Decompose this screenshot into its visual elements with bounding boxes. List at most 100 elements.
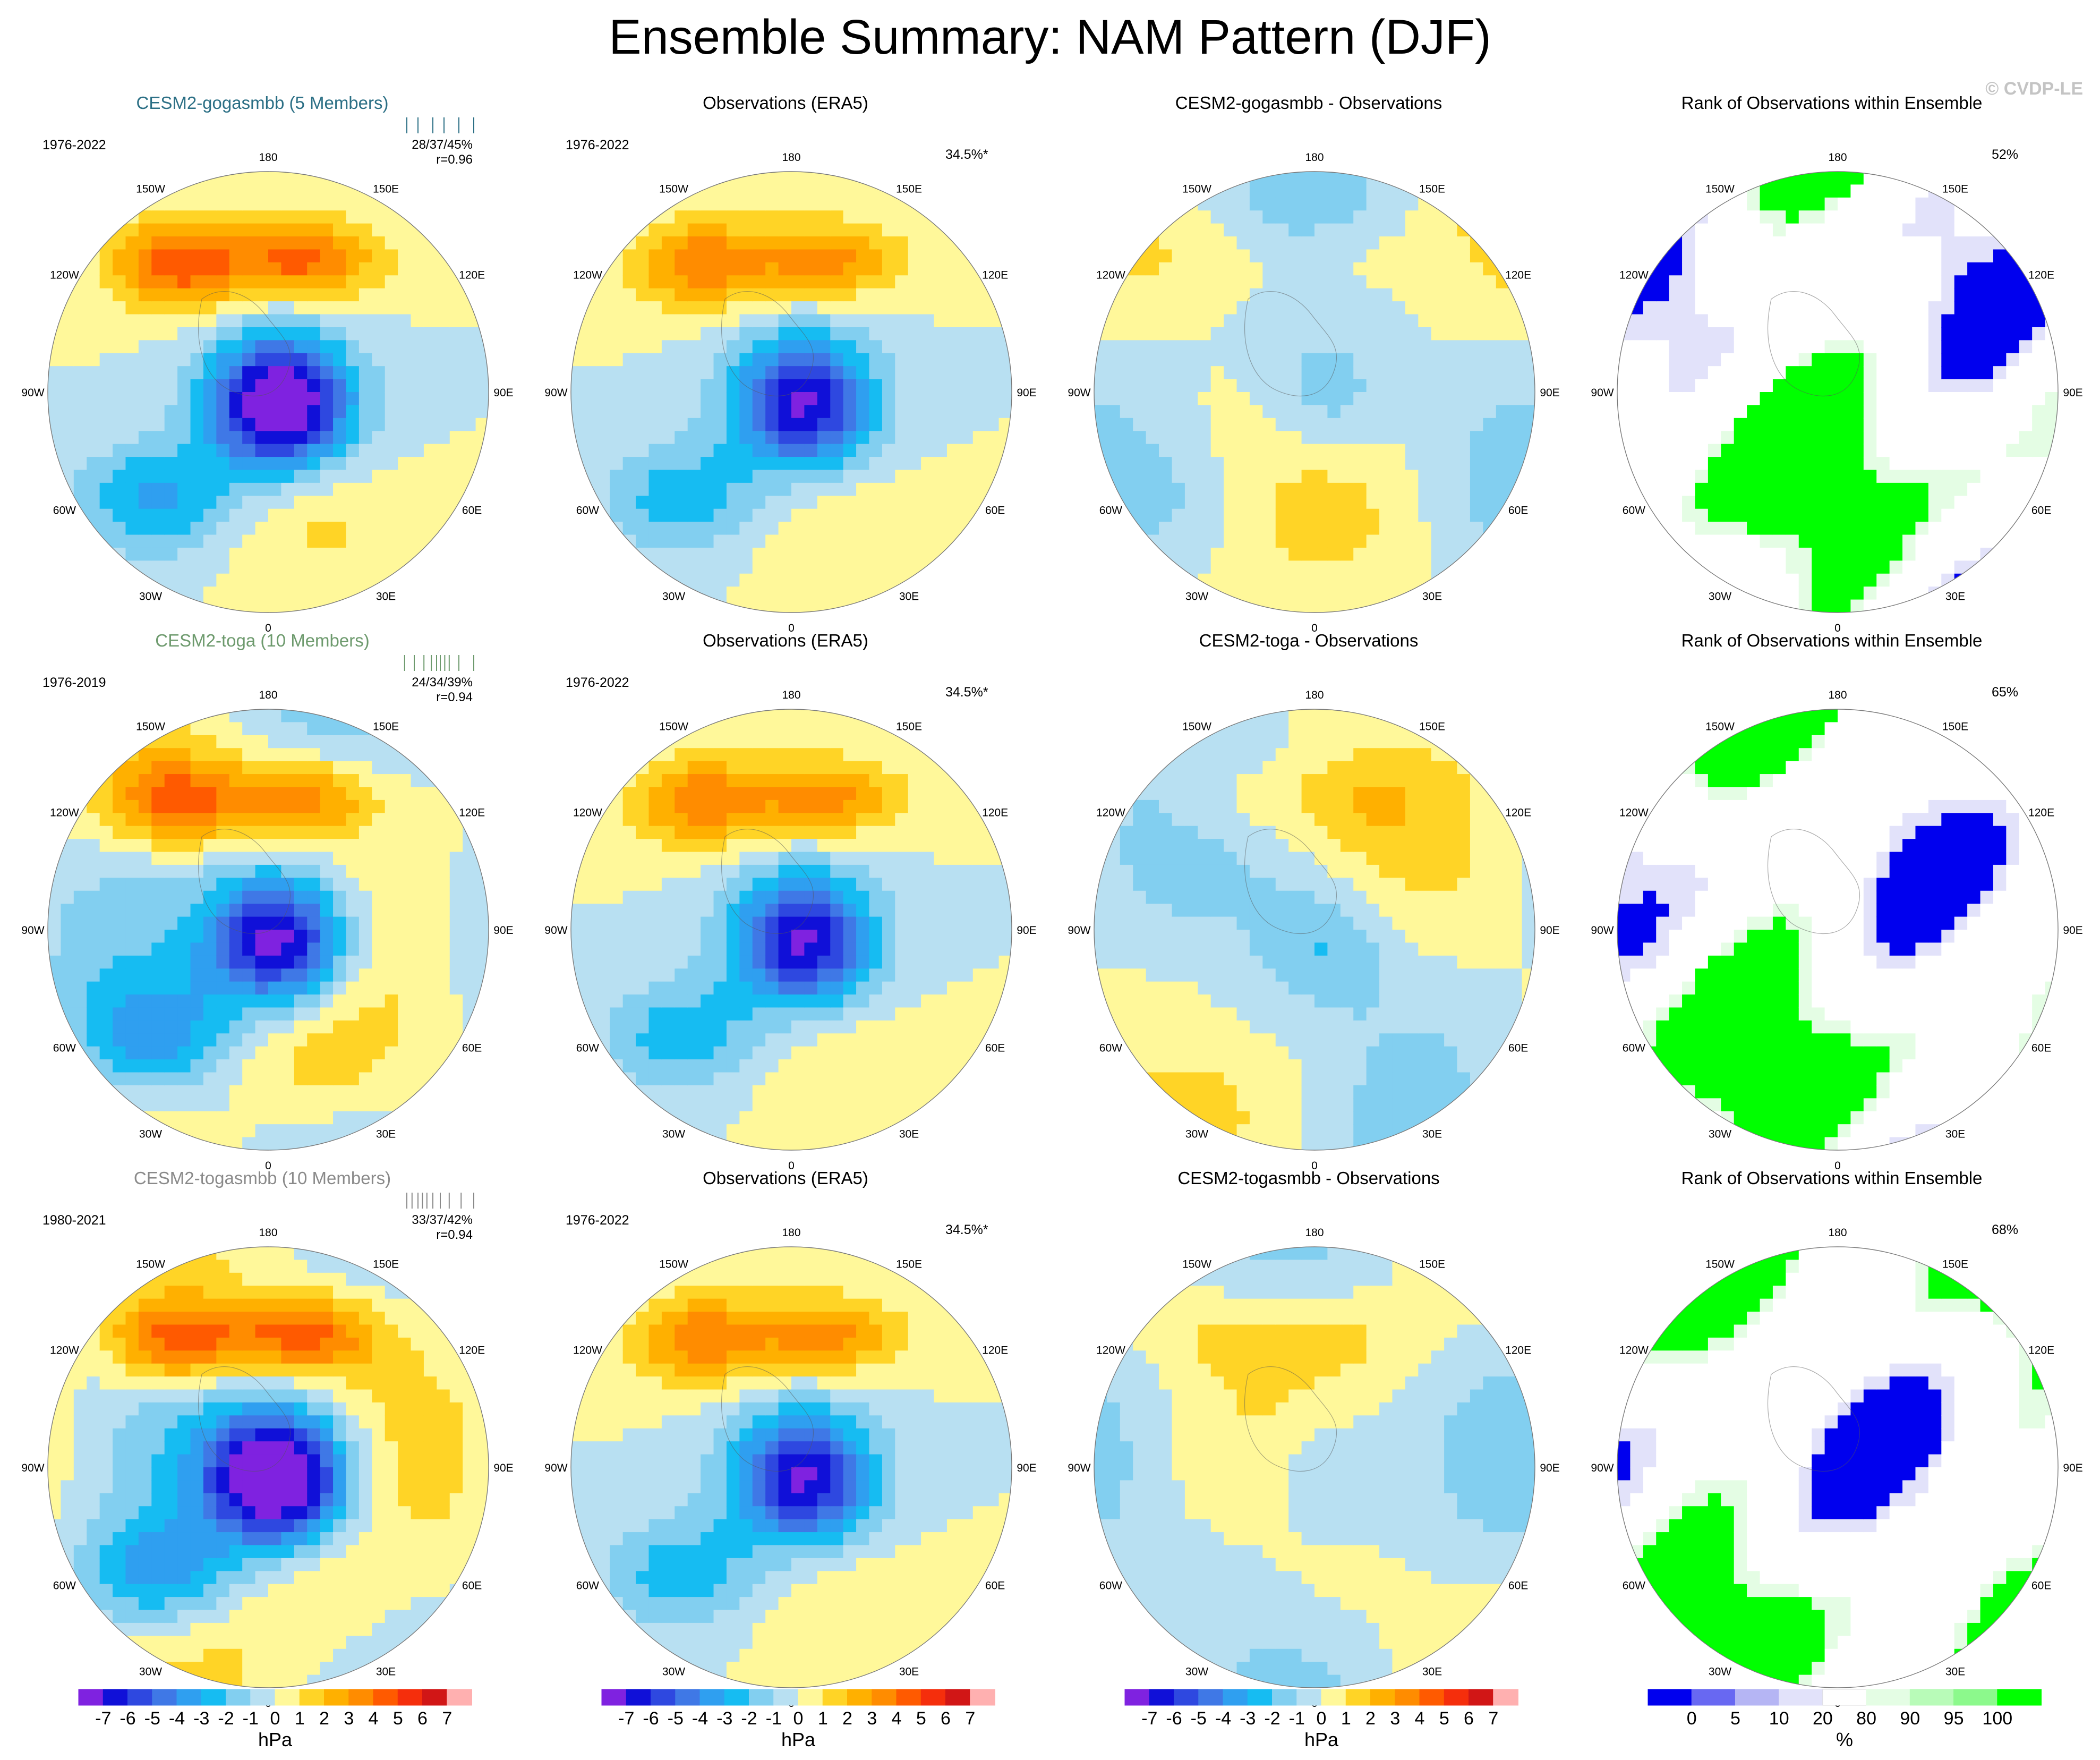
map-cell <box>1721 534 1735 548</box>
map-cell <box>765 418 779 431</box>
map-cell <box>1522 431 1535 445</box>
map-cell <box>48 994 62 1008</box>
map-cell <box>1236 353 1250 367</box>
map-cell <box>1224 197 1237 211</box>
map-cell <box>1249 327 1263 341</box>
map-cell <box>882 534 895 548</box>
map-cell <box>1288 249 1302 263</box>
map-cell <box>1876 586 1890 600</box>
map-cell <box>1366 314 1380 328</box>
map-cell <box>346 534 360 548</box>
map-cell <box>320 508 334 522</box>
map-cell <box>449 573 463 587</box>
map-cell <box>1669 314 1683 328</box>
map-cell <box>1249 522 1263 535</box>
map-cell <box>921 327 935 341</box>
map-cell <box>1902 210 1916 224</box>
map-cell <box>1224 418 1237 431</box>
map-cell <box>1470 470 1483 483</box>
map-cell <box>398 327 412 341</box>
map-cell <box>1993 327 2007 341</box>
map-cell <box>856 314 870 328</box>
map-cell <box>463 314 476 328</box>
map-cell <box>281 418 295 431</box>
map-cell <box>1353 262 1367 276</box>
map-cell <box>1249 470 1263 483</box>
map-cell <box>1483 366 1497 380</box>
map-cell <box>778 586 792 600</box>
map-cell <box>1941 327 1955 341</box>
map-cell <box>307 482 321 496</box>
map-cell <box>1812 586 1825 600</box>
map-cell <box>99 223 113 237</box>
map-cell <box>843 197 857 211</box>
lon-label: 30W <box>662 591 685 603</box>
map-cell <box>61 599 74 613</box>
map-cell <box>164 586 178 600</box>
map-cell <box>921 197 935 211</box>
map-cell <box>1275 249 1289 263</box>
map-cell <box>946 366 960 380</box>
map-cell <box>1630 405 1644 419</box>
map-cell <box>73 301 87 315</box>
map-cell <box>255 327 269 341</box>
map-cell <box>449 457 463 471</box>
map-cell <box>320 366 334 380</box>
map-cell <box>1876 249 1890 263</box>
map-cell <box>2019 457 2033 471</box>
map-cell <box>61 1072 74 1086</box>
map-cell <box>1682 184 1696 198</box>
map-cell <box>1941 418 1955 431</box>
map-cell <box>1786 482 1799 496</box>
map-cell <box>1669 288 1683 302</box>
map-cell <box>610 573 624 587</box>
map-cell <box>229 314 243 328</box>
map-cell <box>804 586 818 600</box>
map-cell <box>661 327 675 341</box>
map-cell <box>584 379 597 393</box>
map-cell <box>701 210 714 224</box>
map-cell <box>151 366 165 380</box>
map-cell <box>281 223 295 237</box>
map-cell <box>1643 223 1657 237</box>
map-cell <box>320 431 334 445</box>
map-cell <box>1314 223 1328 237</box>
map-cell <box>1444 444 1458 457</box>
map-cell <box>986 457 1000 471</box>
map-cell <box>99 496 113 509</box>
map-cell <box>804 314 818 328</box>
map-cell <box>830 405 844 419</box>
map-cell <box>229 573 243 587</box>
map-cell <box>1444 184 1458 198</box>
map-cell <box>1159 560 1173 574</box>
map-cell <box>2006 249 2020 263</box>
map-cell <box>177 314 191 328</box>
map-cell <box>998 431 1012 445</box>
map-cell <box>73 547 87 561</box>
map-cell <box>1496 236 1509 250</box>
map-cell <box>398 508 412 522</box>
map-cell <box>229 496 243 509</box>
map-cell <box>856 262 870 276</box>
map-cell <box>1695 340 1709 354</box>
map-cell <box>1669 379 1683 393</box>
map-cell <box>778 197 792 211</box>
map-cell <box>610 431 624 445</box>
map-cell <box>1418 496 1432 509</box>
map-cell <box>596 586 610 600</box>
map-cell <box>125 1033 139 1047</box>
map-cell <box>1798 482 1812 496</box>
map-cell <box>1262 236 1276 250</box>
map-cell <box>1522 314 1535 328</box>
map-cell <box>1798 405 1812 419</box>
map-cell <box>1876 496 1890 509</box>
map-cell <box>1509 210 1523 224</box>
map-cell <box>1721 470 1735 483</box>
map-cell <box>869 249 883 263</box>
map-cell <box>73 210 87 224</box>
map-cell <box>1980 405 1994 419</box>
map-cell <box>1198 327 1211 341</box>
map-cell <box>2045 366 2058 380</box>
map-cell <box>1669 496 1683 509</box>
map-cell <box>1301 249 1315 263</box>
